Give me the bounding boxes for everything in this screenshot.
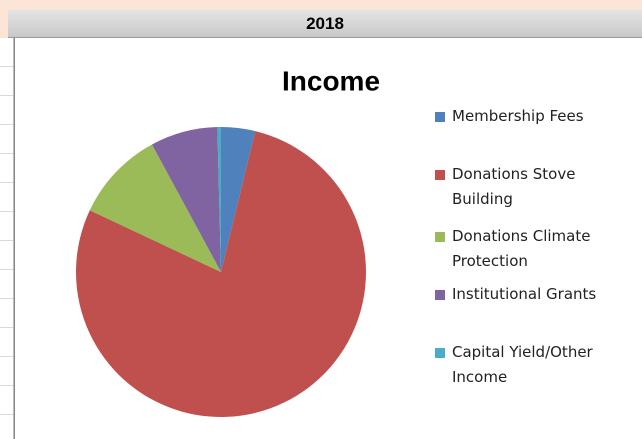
header: 2018 bbox=[8, 10, 642, 38]
legend-label: Capital Yield/Other Income bbox=[452, 343, 593, 386]
pie-slice bbox=[151, 127, 221, 272]
chart: Income bbox=[76, 65, 380, 417]
legend-swatch bbox=[435, 290, 445, 300]
legend-item: Membership Fees bbox=[435, 104, 635, 129]
legend-label: Donations Stove Building bbox=[452, 165, 576, 208]
chart-title: Income bbox=[282, 65, 380, 96]
legend-label: Membership Fees bbox=[452, 107, 584, 125]
pie-slice bbox=[217, 127, 221, 272]
legend-swatch bbox=[435, 232, 445, 242]
pie-slice bbox=[89, 144, 221, 272]
legend-item: Institutional Grants bbox=[435, 282, 635, 307]
legend-item: Donations Climate Protection bbox=[435, 224, 635, 274]
pie-slice bbox=[221, 127, 256, 272]
legend-swatch bbox=[435, 348, 445, 358]
legend-swatch bbox=[435, 112, 445, 122]
legend-item: Donations Stove Building bbox=[435, 162, 635, 212]
pie-slice bbox=[76, 131, 367, 417]
legend-swatch bbox=[435, 170, 445, 180]
chart-area: Income Membership Fees Donations Stove Bu… bbox=[14, 38, 642, 439]
legend-label: Donations Climate Protection bbox=[452, 227, 591, 270]
row-gutter bbox=[0, 38, 14, 439]
legend-label: Institutional Grants bbox=[452, 285, 597, 303]
legend-item: Capital Yield/Other Income bbox=[435, 340, 635, 390]
